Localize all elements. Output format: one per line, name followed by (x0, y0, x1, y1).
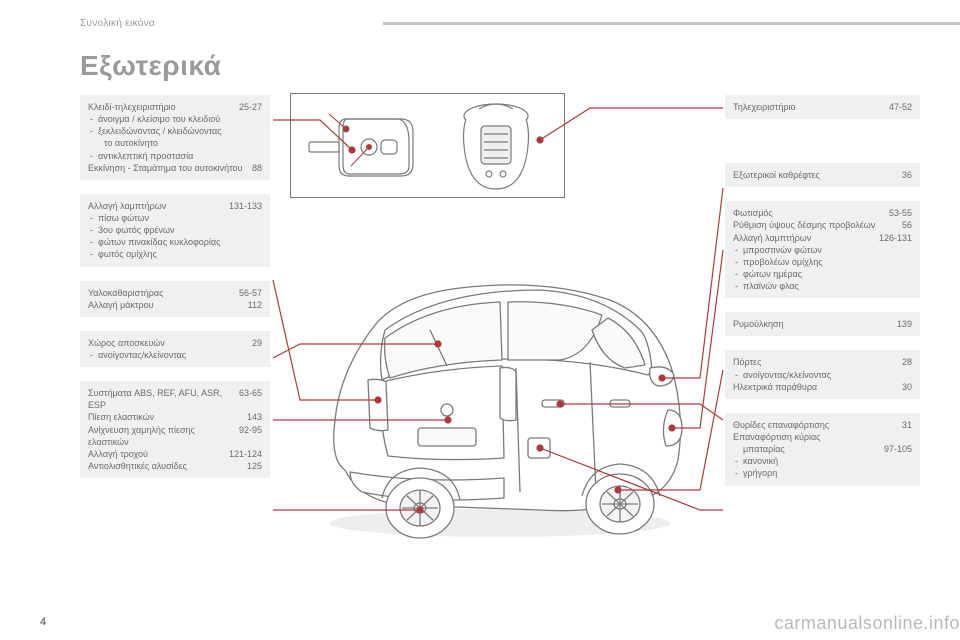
callout-lines (0, 0, 960, 640)
page-number: 4 (40, 616, 46, 628)
watermark: carmanualsonline.info (774, 613, 960, 634)
